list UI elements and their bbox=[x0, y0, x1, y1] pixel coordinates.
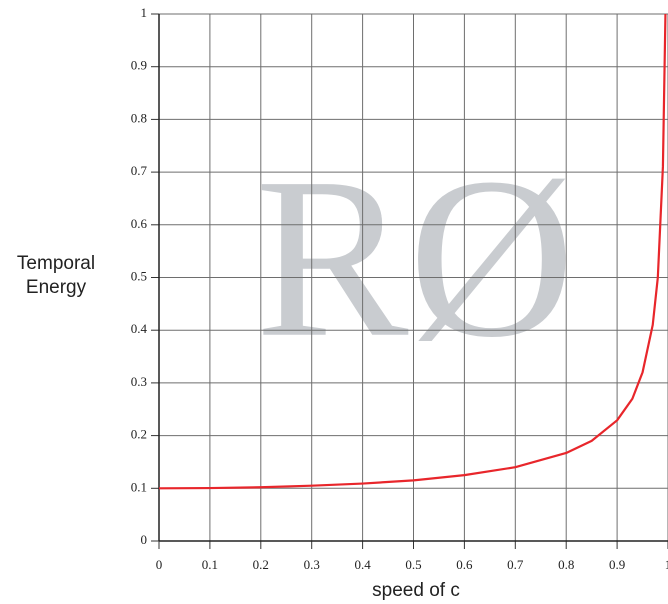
y-tick-label: 0.6 bbox=[131, 216, 148, 231]
y-tick-label: 0.5 bbox=[131, 268, 147, 283]
x-tick-label: 0.5 bbox=[405, 557, 421, 572]
y-tick-label: 0.1 bbox=[131, 479, 147, 494]
x-tick-label: 0.9 bbox=[609, 557, 625, 572]
y-tick-label: 0.4 bbox=[131, 321, 148, 336]
x-tick-label: 0 bbox=[156, 557, 163, 572]
y-tick-label: 1 bbox=[141, 5, 148, 20]
y-tick-label: 0.2 bbox=[131, 427, 147, 442]
x-tick-label: 0.3 bbox=[304, 557, 320, 572]
x-tick-label: 0.6 bbox=[456, 557, 473, 572]
data-line bbox=[158, 13, 667, 490]
x-tick-label: 1 bbox=[665, 557, 668, 572]
y-tick-label: 0.7 bbox=[131, 163, 148, 178]
y-tick-label: 0.8 bbox=[131, 110, 147, 125]
x-tick-label: 0.4 bbox=[354, 557, 371, 572]
y-tick-label: 0.3 bbox=[131, 374, 147, 389]
y-tick-label: 0 bbox=[141, 532, 148, 547]
watermark: RØ bbox=[255, 130, 575, 385]
x-tick-label: 0.2 bbox=[253, 557, 269, 572]
x-tick-label: 0.8 bbox=[558, 557, 574, 572]
x-axis-label: speed of c bbox=[372, 580, 460, 601]
x-tick-label: 0.1 bbox=[202, 557, 218, 572]
y-tick-label: 0.9 bbox=[131, 58, 147, 73]
x-tick-label: 0.7 bbox=[507, 557, 524, 572]
y-axis-label: Temporal Energy bbox=[16, 253, 96, 298]
